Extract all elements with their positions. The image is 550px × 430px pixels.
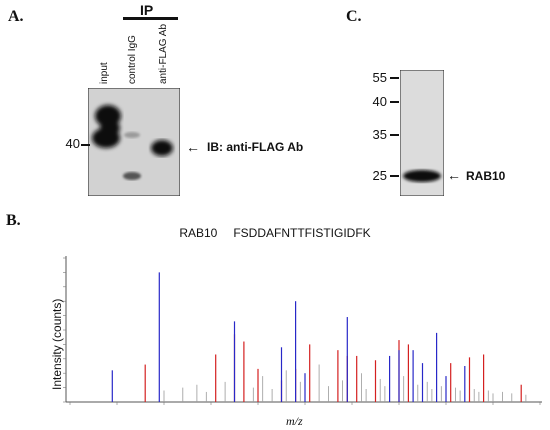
lane-label-control-igg: control IgG bbox=[127, 35, 138, 84]
x-axis-label: m/z bbox=[286, 414, 303, 428]
panel-c-tick-35 bbox=[390, 134, 399, 136]
panel-c-marker-40: 40 bbox=[372, 94, 387, 109]
panel-c-tick-25 bbox=[390, 175, 399, 177]
panel-a-marker-tick bbox=[81, 144, 90, 146]
panel-c-blot bbox=[399, 69, 445, 197]
arrow-icon: ← bbox=[447, 167, 461, 183]
ip-bracket bbox=[123, 17, 178, 20]
ms-spectrum bbox=[63, 256, 542, 405]
panel-c-tick-55 bbox=[390, 77, 399, 79]
panel-c-marker-55: 55 bbox=[372, 70, 387, 85]
panel-a-blot bbox=[87, 87, 181, 197]
panel-a-marker-40: 40 bbox=[65, 136, 80, 151]
panel-a-letter: A. bbox=[8, 8, 24, 25]
panel-b-letter: B. bbox=[6, 212, 21, 229]
lane-label-anti-flag: anti-FLAG Ab bbox=[158, 23, 169, 84]
panel-c-annotation: RAB10 bbox=[466, 169, 506, 183]
panel-a-annotation: IB: anti-FLAG Ab bbox=[207, 140, 304, 154]
peptide-sequence: FSDDAFNTTFISTIGIDFK bbox=[233, 226, 371, 240]
spectrum-title: RAB10 FSDDAFNTTFISTIGIDFK bbox=[0, 226, 550, 240]
arrow-icon: ← bbox=[186, 139, 200, 155]
panel-c-letter: C. bbox=[346, 8, 362, 25]
panel-c-tick-40 bbox=[390, 101, 399, 103]
panel-c-marker-35: 35 bbox=[372, 127, 387, 142]
panel-c-marker-25: 25 bbox=[372, 168, 387, 183]
protein-name: RAB10 bbox=[179, 226, 218, 240]
ip-label: IP bbox=[140, 2, 154, 18]
lane-label-input: input bbox=[99, 62, 110, 84]
